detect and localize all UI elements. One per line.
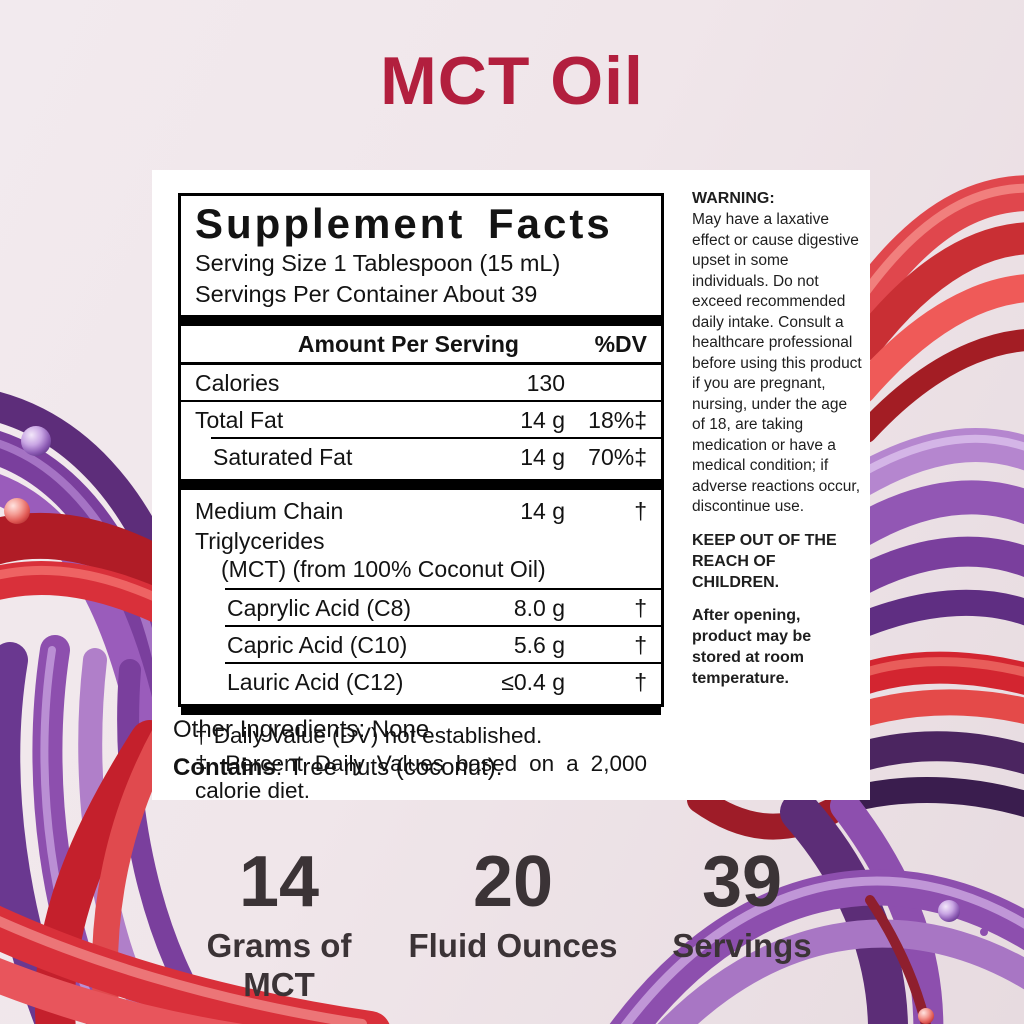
divider-thick	[181, 704, 661, 715]
row-dv: †	[634, 595, 647, 621]
contains-label: Contains	[173, 754, 276, 781]
column-header-dv: %DV	[594, 331, 647, 357]
row-amount: ≤0.4 g	[501, 669, 565, 695]
stat-label: Grams of MCT	[206, 927, 352, 1003]
row-name: Lauric Acid (C12)	[227, 669, 404, 695]
table-row: Medium Chain Triglycerides 14 g †	[195, 490, 647, 558]
divider-medium	[181, 362, 661, 365]
row-dv: †	[634, 669, 647, 695]
divider-thin-indented	[225, 588, 661, 590]
page-title: MCT Oil	[380, 43, 644, 119]
stat-value: 14	[238, 842, 320, 922]
keep-out-notice: KEEP OUT OF THE REACH OF CHILDREN.	[692, 531, 837, 591]
divider-thin-indented	[225, 625, 661, 627]
table-row: Total Fat 14 g 18%‡	[195, 402, 647, 437]
table-row: Lauric Acid (C12) ≤0.4 g †	[195, 664, 647, 699]
column-header-amount: Amount Per Serving	[297, 331, 519, 357]
row-name: Saturated Fat	[213, 444, 353, 470]
right-cable-cluster	[609, 175, 1024, 1024]
row-name: Medium Chain Triglycerides	[195, 498, 344, 554]
row-name: Capric Acid (C10)	[227, 632, 408, 658]
warning-heading: WARNING:	[692, 190, 775, 207]
table-row: Capric Acid (C10) 5.6 g †	[195, 627, 647, 662]
servings-per-container: Servings Per Container About 39	[195, 281, 538, 307]
row-dv: †	[634, 498, 647, 524]
other-ingredients: Other Ingredients: None	[173, 716, 430, 743]
warning-column: WARNING: May have a laxative effect or c…	[692, 188, 864, 689]
row-amount: 5.6 g	[513, 632, 565, 658]
divider-thick	[181, 479, 661, 490]
warning-body: May have a laxative effect or cause dige…	[692, 211, 862, 515]
row-amount: 8.0 g	[513, 595, 565, 621]
stat-label: Fluid Ounces	[408, 927, 618, 964]
row-dv: 18%‡	[588, 407, 647, 433]
row-dv	[565, 368, 647, 398]
serving-size: Serving Size 1 Tablespoon (15 mL)	[195, 250, 561, 276]
decor-bubbles	[4, 426, 988, 1024]
stat-value: 20	[472, 842, 554, 922]
supplement-facts-box: Supplement Facts Serving Size 1 Tablespo…	[178, 193, 664, 803]
divider-thin	[181, 400, 661, 402]
footnote-dagger: † Daily Value (DV) not established.	[195, 723, 543, 748]
contains-value: : Tree nuts (coconut).	[275, 754, 503, 781]
table-row: Saturated Fat 14 g 70%‡	[195, 439, 647, 474]
stat-fluid-ounces: 20 Fluid Ounces	[408, 846, 617, 965]
footnotes: † Daily Value (DV) not established. ‡ Pe…	[195, 722, 647, 805]
row-name: Total Fat	[195, 407, 284, 433]
row-amount: 14 g	[520, 407, 565, 433]
row-name: Caprylic Acid (C8)	[227, 595, 412, 621]
stat-label: Servings	[672, 927, 812, 964]
storage-notice: After opening, product may be stored at …	[692, 606, 812, 687]
row-name: Calories	[195, 370, 280, 396]
divider-thin-indented	[225, 662, 661, 664]
contains-statement: Contains: Tree nuts (coconut).	[173, 754, 502, 782]
stat-value: 39	[701, 842, 783, 922]
row-name-line2: (MCT) (from 100% Coconut Oil)	[221, 556, 546, 582]
row-amount: 130	[526, 370, 565, 396]
divider-thin-indented	[211, 437, 661, 439]
row-amount: 14 g	[520, 444, 565, 470]
row-dv: 70%‡	[588, 444, 647, 470]
divider-thick	[181, 315, 661, 326]
supplement-facts-heading: Supplement Facts	[195, 200, 613, 247]
stat-grams-of-mct: 14 Grams of MCT	[207, 846, 352, 1004]
footnote-double-dagger: ‡ Percent Daily Values based on a 2,000 …	[195, 750, 647, 804]
row-dv: †	[634, 632, 647, 658]
stat-servings: 39 Servings	[672, 846, 811, 965]
row-amount: 14 g	[520, 498, 565, 524]
table-row: Calories 130	[195, 365, 647, 400]
table-header-row: Amount Per Serving %DV	[195, 326, 647, 362]
supplement-facts-panel: Supplement Facts Serving Size 1 Tablespo…	[152, 170, 870, 803]
table-row: Caprylic Acid (C8) 8.0 g †	[195, 590, 647, 625]
